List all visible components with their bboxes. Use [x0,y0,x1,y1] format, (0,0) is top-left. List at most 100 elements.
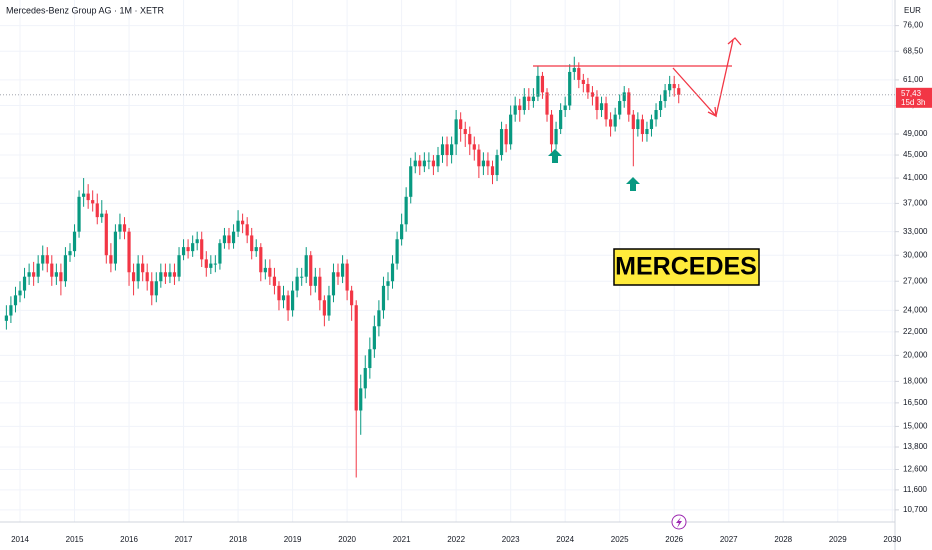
candle-body [677,88,681,95]
candle-body [63,255,68,282]
candle-body [608,119,613,127]
candle-body [195,239,199,244]
candle-body [427,160,431,162]
x-tick-label: 2017 [175,535,193,544]
candle-body [372,326,376,350]
candle-body [177,255,181,277]
candle-body [599,103,604,111]
y-tick-label: 33,000 [903,227,928,236]
candle-body [563,105,567,111]
candle-body [100,213,104,218]
candle-body [422,160,426,167]
candle-body [222,235,227,244]
candle-body [627,92,631,115]
candle-body [245,224,249,236]
candle-body [118,224,122,232]
candle-body [413,160,417,167]
x-tick-label: 2023 [502,535,520,544]
candle-body [436,155,440,167]
last-price-label: 57,43 [901,89,922,98]
candle-body [472,144,476,150]
x-tick-label: 2021 [393,535,411,544]
candle-body [463,129,467,135]
y-tick-label: 49,000 [903,129,928,138]
candle-body [281,295,286,301]
candle-body [277,285,281,301]
candle-body [122,224,127,232]
candle-body [172,272,177,277]
candle-body [649,119,654,130]
y-tick-label: 30,000 [903,250,928,259]
candle-body [431,160,436,167]
candle-body [663,90,667,102]
candle-body [4,315,8,321]
candle-body [368,349,372,369]
annotation-text: MERCEDES [615,253,757,281]
candle-body [231,231,236,244]
x-tick-label: 2028 [774,535,792,544]
candle-body [59,272,63,282]
candle-body [145,272,149,282]
candle-body [604,103,608,120]
candle-body [622,92,626,102]
candle-body [450,144,454,156]
candle-body [613,114,617,127]
candle-body [268,267,272,277]
candle-body [481,160,485,167]
candle-body [345,263,349,291]
candle-body [572,68,576,72]
y-tick-label: 22,000 [903,327,928,336]
candle-body [131,272,136,282]
candle-body [559,110,563,130]
candle-body [150,281,154,296]
y-tick-label: 20,000 [903,350,928,359]
candle-body [418,160,422,167]
x-tick-label: 2019 [284,535,302,544]
candle-body [186,247,190,252]
candle-body [568,71,572,106]
grid [0,0,895,522]
candle-body [640,119,645,135]
candle-body [454,119,458,145]
candle-body [468,134,472,145]
candle-body [540,75,545,93]
candle-body [363,368,367,389]
drawing [533,37,742,118]
candle-body [477,149,481,167]
candle-body [68,251,72,256]
countdown-label: 15d 3h [901,98,925,107]
candle-body [163,272,168,277]
candle-body [549,114,554,145]
candle-body [381,285,386,311]
candle-body [445,144,449,156]
y-tick-label: 41,000 [903,173,928,182]
candle-body [554,129,558,145]
candle-body [213,263,217,265]
candle-body [359,388,363,411]
candle-body [181,247,186,256]
candle-body [27,272,31,277]
candle-body [18,290,22,296]
candle-body [227,235,231,244]
candle-body [77,196,81,232]
candle-body [72,231,77,252]
candle-body [395,239,399,264]
candles [4,56,681,478]
candle-body [13,295,18,306]
candle-body [290,290,295,311]
candle-body [509,114,513,145]
candle-body [404,196,408,225]
candle-body [631,114,635,130]
candle-body [141,263,145,273]
candle-body [440,144,445,156]
candle-body [486,160,490,167]
x-tick-label: 2026 [665,535,683,544]
candle-body [254,247,258,252]
candle-body [636,119,640,130]
candle-body [513,105,517,115]
candle-body [22,276,27,291]
candle-body [672,83,676,89]
candle-body [300,276,304,278]
candle-body [390,263,395,282]
x-tick-label: 2025 [611,535,629,544]
